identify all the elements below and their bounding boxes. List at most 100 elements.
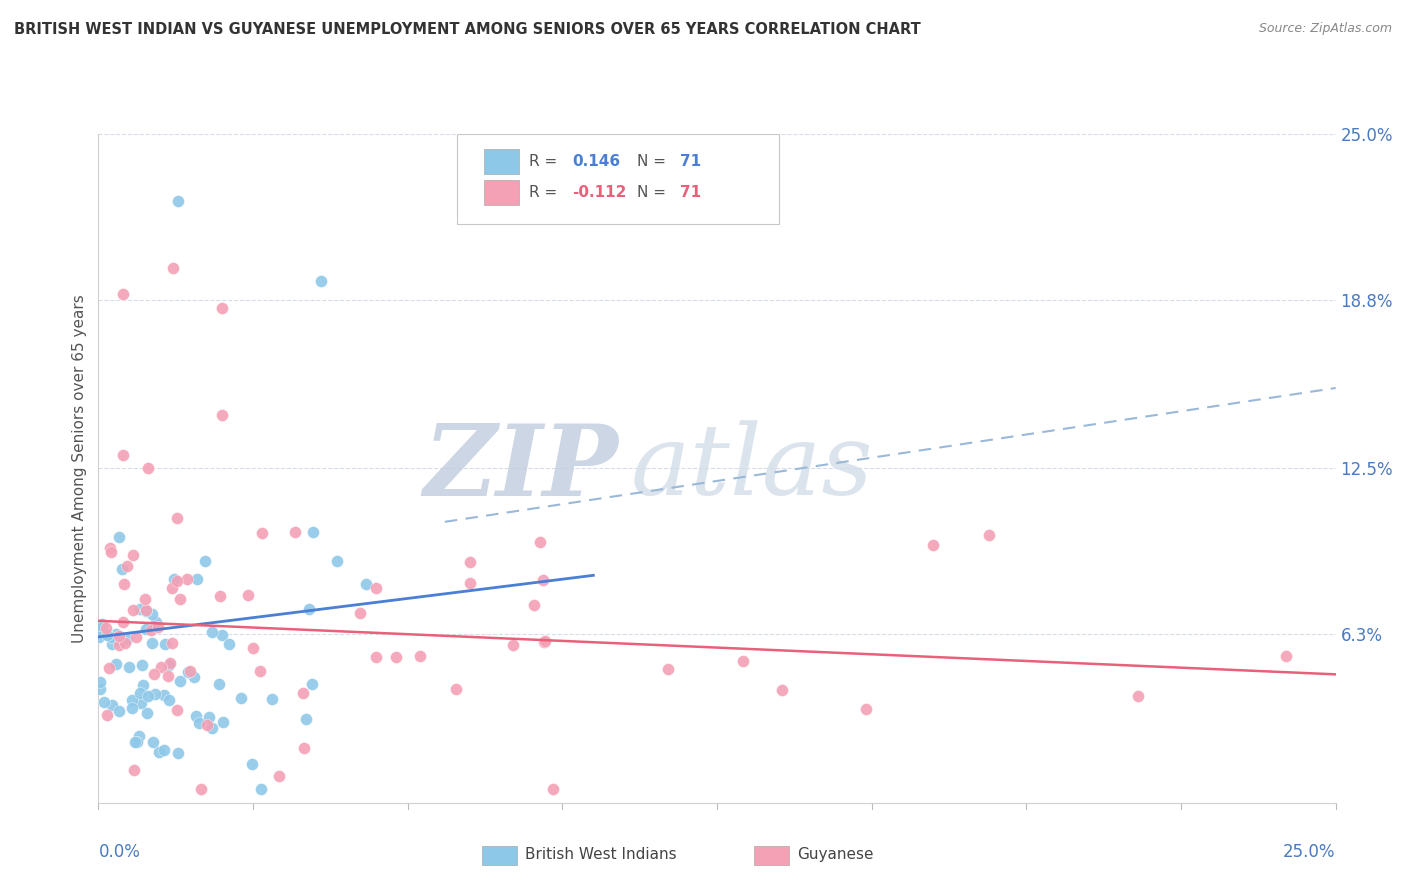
Point (134, 591, 156, 606)
Point (208, 589, 231, 603)
Point (153, 688, 176, 702)
Point (177, 665, 200, 680)
Point (122, 548, 145, 562)
Point (153, 637, 176, 651)
Text: Guyanese: Guyanese (797, 847, 875, 863)
Text: -0.112: -0.112 (572, 186, 627, 200)
Point (142, 734, 165, 748)
Point (141, 607, 163, 621)
Point (309, 274, 332, 288)
Point (169, 592, 191, 607)
Point (249, 782, 271, 797)
Point (385, 650, 408, 665)
Point (160, 581, 183, 595)
Y-axis label: Unemployment Among Seniors over 65 years: Unemployment Among Seniors over 65 years (72, 294, 87, 642)
Bar (485, 180, 519, 205)
Point (122, 603, 145, 617)
Text: British West Indians: British West Indians (526, 847, 676, 863)
Text: Source: ZipAtlas.com: Source: ZipAtlas.com (1258, 22, 1392, 36)
Point (129, 602, 152, 616)
Point (183, 670, 205, 684)
Point (284, 525, 307, 540)
Point (458, 555, 481, 569)
FancyBboxPatch shape (457, 134, 779, 224)
Point (91, 617, 114, 632)
Point (128, 730, 150, 744)
Point (121, 693, 143, 707)
Point (169, 673, 191, 688)
Point (533, 635, 555, 649)
Point (364, 649, 387, 664)
Point (157, 693, 180, 707)
Text: 0.146: 0.146 (572, 153, 620, 169)
Point (115, 559, 138, 574)
Point (364, 581, 387, 595)
Text: BRITISH WEST INDIAN VS GUYANESE UNEMPLOYMENT AMONG SENIORS OVER 65 YEARS CORRELA: BRITISH WEST INDIAN VS GUYANESE UNEMPLOY… (14, 22, 921, 37)
Point (93, 695, 115, 709)
Point (409, 648, 432, 663)
Point (190, 782, 212, 797)
Point (89, 675, 111, 690)
Point (211, 301, 233, 315)
Point (267, 769, 290, 783)
Point (236, 588, 259, 602)
Point (167, 746, 190, 760)
Point (166, 574, 188, 588)
Point (160, 636, 183, 650)
Point (153, 743, 176, 757)
Point (458, 576, 481, 591)
Point (201, 721, 224, 735)
Point (159, 656, 181, 670)
Point (921, 538, 943, 552)
Point (112, 287, 135, 301)
Point (108, 704, 131, 718)
Point (354, 576, 377, 591)
Point (90, 621, 112, 635)
Text: 0.0%: 0.0% (98, 843, 141, 861)
Point (201, 625, 224, 640)
Point (534, 633, 557, 648)
Point (444, 681, 467, 696)
Point (89, 681, 111, 696)
Point (208, 677, 231, 691)
Point (211, 628, 233, 642)
Point (529, 534, 551, 549)
Point (96, 628, 118, 642)
Text: N =: N = (637, 186, 671, 200)
Point (543, 782, 565, 797)
Point (292, 740, 315, 755)
Point (108, 638, 131, 652)
Point (1126, 689, 1149, 703)
Point (124, 631, 146, 645)
Point (731, 654, 754, 668)
Point (855, 702, 877, 716)
Bar (482, 847, 516, 865)
Point (100, 630, 122, 644)
Point (291, 686, 314, 700)
Point (112, 577, 135, 591)
Point (187, 716, 209, 731)
Point (166, 702, 188, 716)
Point (260, 692, 283, 706)
Point (193, 554, 215, 568)
Point (149, 659, 172, 673)
Point (522, 598, 544, 612)
Point (146, 620, 169, 634)
Point (121, 701, 143, 715)
Point (98, 541, 121, 556)
Point (115, 632, 138, 646)
Point (94, 621, 117, 635)
Point (229, 690, 252, 705)
Point (157, 669, 180, 683)
Point (979, 528, 1001, 542)
Point (135, 604, 157, 618)
Text: 25.0%: 25.0% (1284, 843, 1336, 861)
Point (326, 554, 349, 568)
Text: N =: N = (637, 153, 671, 169)
Point (122, 763, 145, 777)
Point (143, 667, 166, 681)
Point (136, 461, 159, 475)
Point (135, 622, 157, 636)
Point (141, 624, 163, 638)
Point (166, 510, 188, 524)
